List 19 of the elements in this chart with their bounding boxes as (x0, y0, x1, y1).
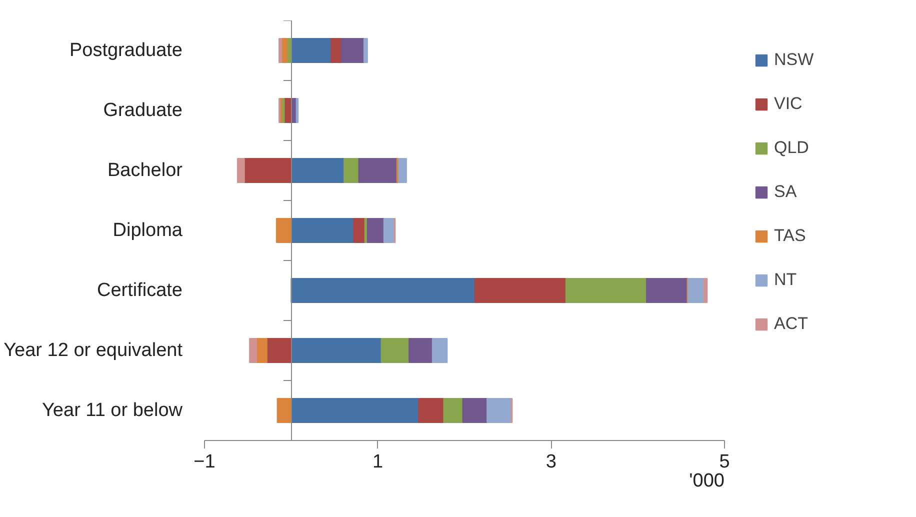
legend-label: SA (774, 182, 797, 202)
y-tick-label: Graduate (103, 100, 183, 121)
legend-label: TAS (774, 226, 806, 246)
y-tick-label: Year 11 or below (42, 400, 183, 421)
x-axis-title: '000 (689, 470, 724, 492)
x-tick-label: 5 (719, 452, 730, 472)
legend-label: VIC (774, 94, 802, 114)
y-tick-label: Diploma (112, 220, 183, 241)
x-tick-label: −1 (194, 452, 216, 472)
legend-label: ACT (774, 314, 808, 334)
legend-label: QLD (774, 138, 809, 158)
y-tick-label: Certificate (96, 280, 183, 301)
legend-label: NT (774, 270, 797, 290)
x-tick-label: 3 (546, 452, 556, 472)
x-tick-label: 1 (372, 452, 384, 472)
y-tick-label: Postgraduate (69, 40, 183, 61)
legend-label: NSW (774, 50, 814, 70)
y-tick-label: Bachelor (108, 160, 184, 181)
y-tick-label: Year 12 or equivalent (4, 340, 184, 361)
